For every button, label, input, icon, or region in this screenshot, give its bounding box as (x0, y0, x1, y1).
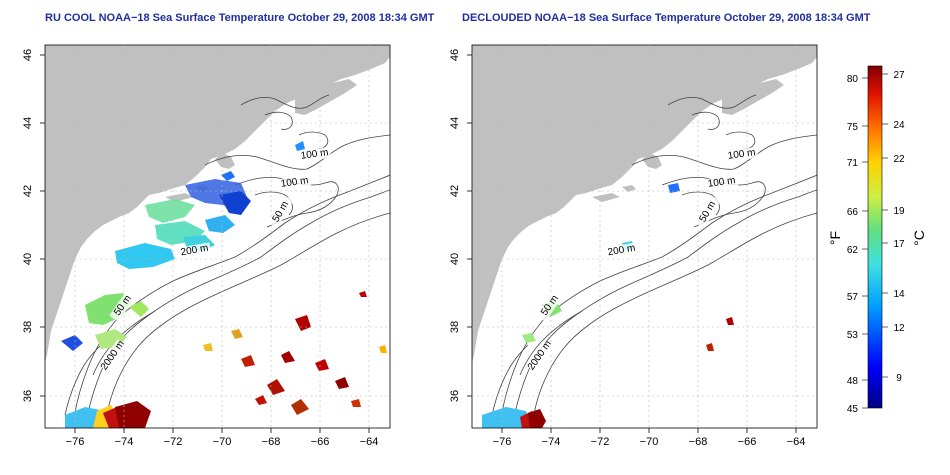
contour-label: 100 m (727, 147, 756, 162)
colorbar-c-label: 24 (893, 120, 905, 131)
contour-label: 200 m (180, 243, 209, 259)
contour-label: 200 m (607, 243, 636, 259)
map-panel-right (471, 44, 818, 429)
colorbar-c-label: 9 (896, 373, 902, 384)
map-frame-right (471, 44, 818, 429)
x-tick-label: −76 (493, 436, 512, 448)
y-tick-label: 40 (22, 253, 34, 265)
x-tick-label: −74 (115, 436, 134, 448)
colorbar-f-label: 48 (847, 376, 859, 387)
colorbar-f-label: 75 (847, 122, 859, 133)
y-tick-label: 44 (449, 117, 461, 129)
colorbar-f-label: 53 (847, 330, 859, 341)
colorbar-f-label: 45 (847, 404, 859, 415)
x-tick-label: −74 (542, 436, 561, 448)
colorbar-c-label: 19 (893, 206, 905, 217)
x-tick-label: −68 (689, 436, 708, 448)
colorbar: °F °C (827, 65, 927, 409)
x-tick-label: −70 (213, 436, 232, 448)
y-tick-label: 42 (449, 185, 461, 197)
x-tick-label: −66 (311, 436, 330, 448)
x-tick-label: −66 (738, 436, 757, 448)
x-tick-label: −64 (787, 436, 806, 448)
colorbar-unit-f: °F (827, 231, 843, 245)
map-panel-left (44, 44, 391, 429)
colorbar-c-label: 12 (893, 323, 905, 334)
colorbar-f-label: 71 (847, 158, 859, 169)
colorbar-f-label: 62 (847, 245, 859, 256)
colorbar-c-label: 22 (893, 154, 905, 165)
y-tick-label: 40 (449, 253, 461, 265)
y-tick-label: 46 (449, 49, 461, 61)
colorbar-c-label: 27 (893, 70, 905, 81)
contour-label: 100 m (300, 147, 329, 162)
panel-title-left: RU COOL NOAA−18 Sea Surface Temperature … (45, 12, 435, 24)
x-tick-label: −72 (164, 436, 183, 448)
x-tick-label: −72 (591, 436, 610, 448)
sst-patches (61, 141, 387, 428)
map-frame-left (44, 44, 391, 429)
colorbar-gradient (867, 65, 883, 409)
colorbar-unit-c: °C (911, 230, 927, 246)
x-tick-label: −70 (640, 436, 659, 448)
colorbar-f-label: 57 (847, 292, 859, 303)
panel-title-right: DECLOUDED NOAA−18 Sea Surface Temperatur… (462, 12, 871, 24)
colorbar-f-label: 80 (847, 74, 859, 85)
y-tick-label: 44 (22, 117, 34, 129)
y-tick-label: 42 (22, 185, 34, 197)
y-tick-label: 38 (22, 321, 34, 333)
y-tick-label: 46 (22, 49, 34, 61)
y-tick-label: 36 (449, 390, 461, 402)
y-tick-label: 36 (22, 390, 34, 402)
x-tick-label: −76 (66, 436, 85, 448)
y-tick-label: 38 (449, 321, 461, 333)
x-tick-label: −68 (262, 436, 281, 448)
contour-label: 100 m (707, 175, 736, 190)
colorbar-c-label: 14 (893, 289, 905, 300)
x-tick-label: −64 (360, 436, 379, 448)
colorbar-c-label: 17 (893, 239, 905, 250)
colorbar-f-label: 66 (847, 207, 859, 218)
contour-label: 100 m (280, 175, 309, 190)
